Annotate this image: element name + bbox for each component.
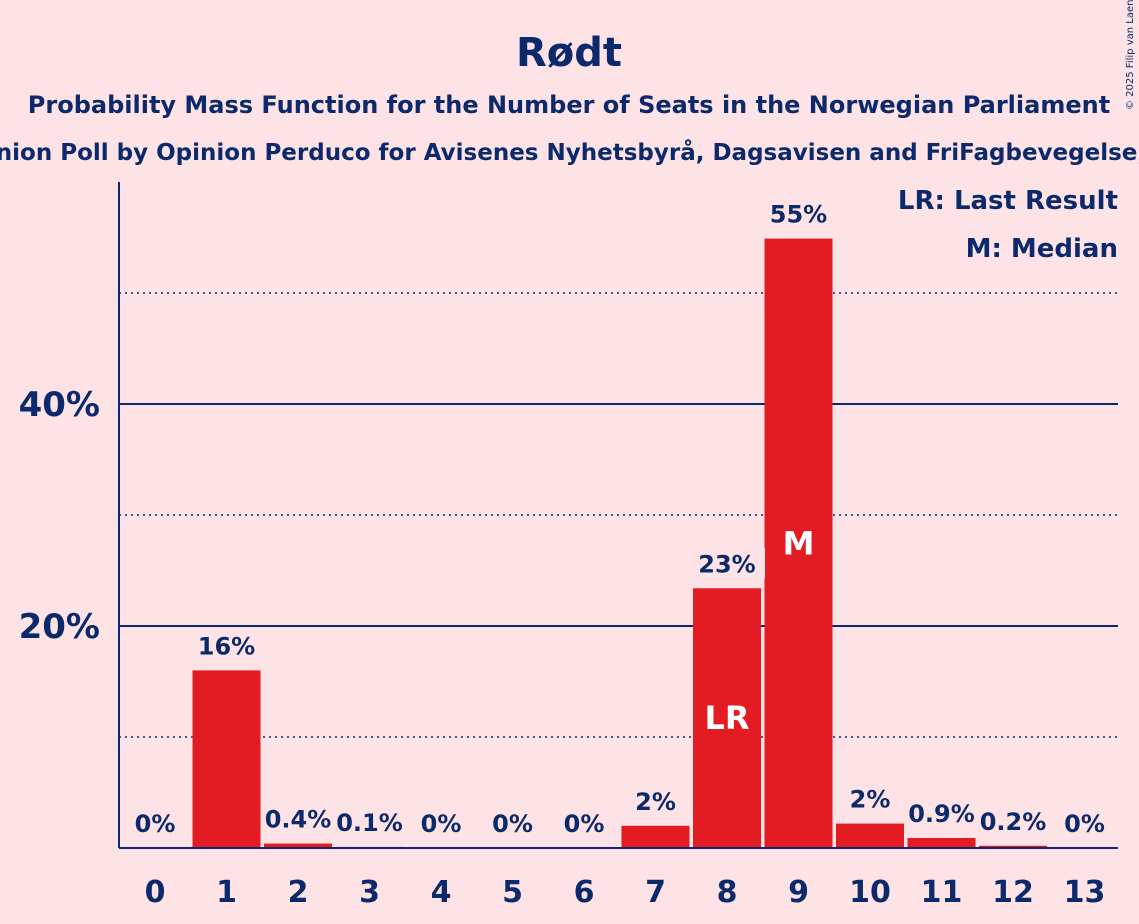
x-tick-label: 2 (288, 875, 309, 910)
bar-value-label: 0% (1064, 810, 1105, 838)
bar (836, 823, 904, 848)
bar-value-label: 0.1% (336, 809, 403, 837)
bar-value-label: 0.4% (265, 806, 332, 834)
copyright-notice: © 2025 Filip van Laenen (1125, 0, 1136, 110)
legend-median: M: Median (966, 234, 1118, 264)
bar (621, 825, 690, 848)
bar-value-label: 0.9% (908, 800, 975, 828)
bars (192, 238, 1047, 849)
x-axis-ticks: 0 1 2 3 4 5 6 7 8 9 10 11 12 13 (145, 875, 1106, 910)
bar (693, 588, 761, 848)
x-tick-label: 7 (645, 875, 666, 910)
bar-value-label: 0% (492, 810, 533, 838)
label-backdrop (689, 548, 765, 579)
x-tick-label: 9 (788, 875, 809, 910)
bar-value-label: 16% (198, 632, 255, 660)
x-tick-label: 6 (574, 875, 595, 910)
x-tick-label: 11 (921, 875, 963, 910)
value-labels: 0% 16% 0.4% 0.1% 0% 0% 0% 2% 23% LR 55% M 2% 0.9% 0.2%… (135, 198, 1105, 838)
x-tick-label: 5 (502, 875, 523, 910)
x-tick-label: 8 (717, 875, 738, 910)
bar-value-label: 2% (850, 786, 891, 814)
chart-subtitle: Probability Mass Function for the Number… (28, 91, 1110, 119)
gridlines (119, 292, 1118, 738)
bar (192, 670, 261, 848)
legend-last-result: LR: Last Result (898, 186, 1118, 216)
bar-value-label: 55% (770, 201, 827, 229)
bar (764, 238, 833, 849)
bar (907, 838, 976, 848)
median-marker: M (783, 524, 815, 562)
bar-value-label: 2% (635, 788, 676, 816)
bar (979, 845, 1047, 848)
bar-value-label: 23% (698, 550, 755, 578)
bar (264, 843, 332, 848)
x-tick-label: 1 (216, 875, 237, 910)
bar-value-label: 0% (421, 810, 462, 838)
x-tick-label: 0 (145, 875, 166, 910)
x-tick-label: 3 (359, 875, 380, 910)
x-tick-label: 4 (431, 875, 452, 910)
label-backdrop (760, 198, 837, 229)
bar-value-label: 0% (564, 810, 605, 838)
x-tick-label: 10 (849, 875, 891, 910)
x-tick-label: 13 (1064, 875, 1106, 910)
y-axis-ticks: 20% 40% (19, 385, 100, 647)
y-tick-label: 20% (19, 607, 100, 647)
y-tick-label: 40% (19, 385, 100, 425)
x-tick-label: 12 (992, 875, 1034, 910)
chart-subtitle-poll: Opinion Poll by Opinion Perduco for Avis… (0, 139, 1139, 166)
last-result-marker: LR (704, 699, 749, 737)
bar-value-label: 0.2% (980, 808, 1047, 836)
chart-title: Rødt (516, 30, 622, 76)
bar-value-label: 0% (135, 810, 176, 838)
